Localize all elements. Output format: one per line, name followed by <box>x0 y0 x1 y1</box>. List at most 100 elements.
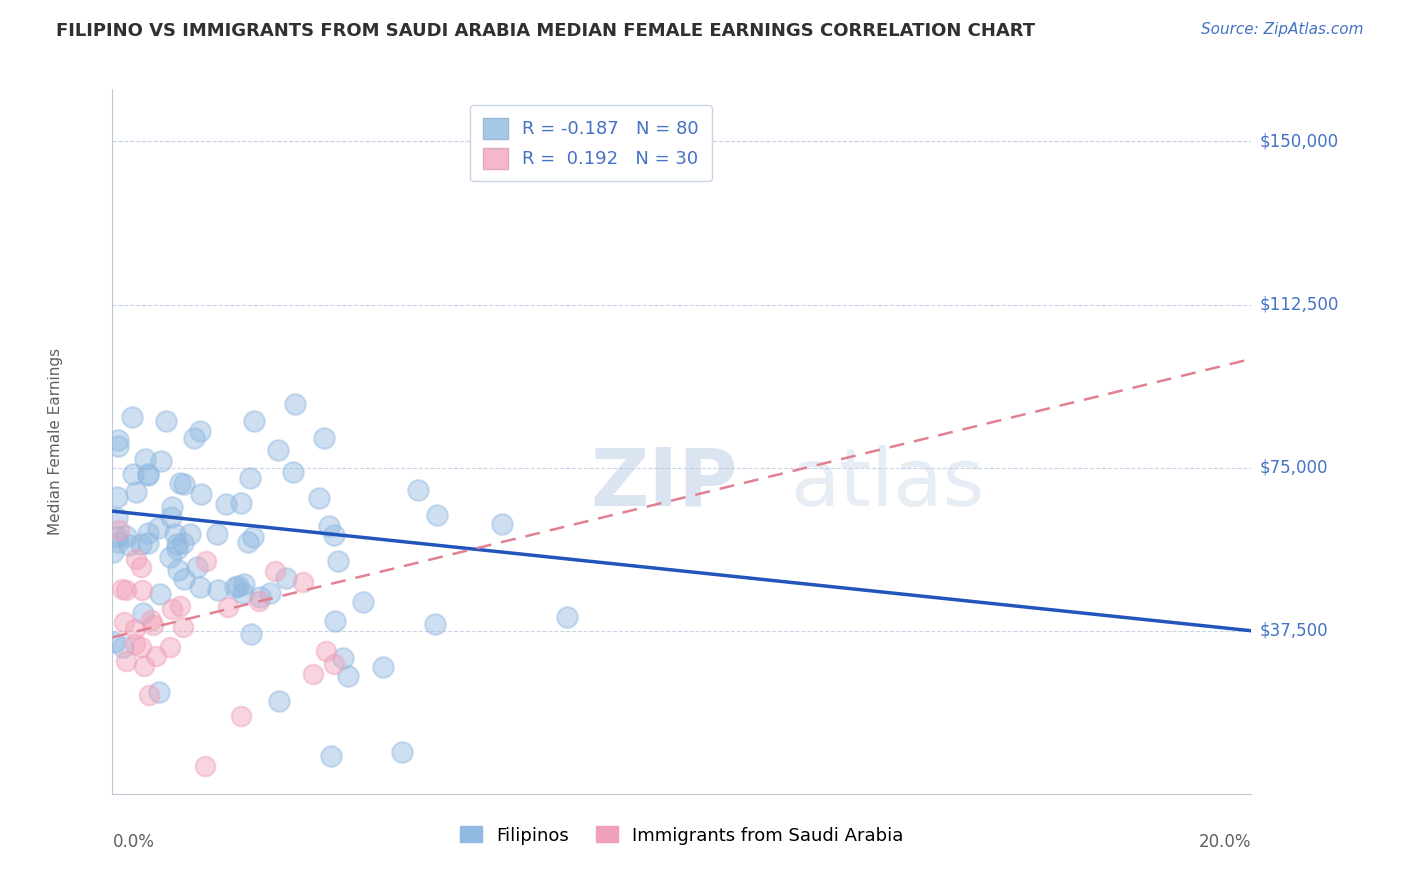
Point <box>352 595 374 609</box>
Point <box>308 491 330 506</box>
Point <box>139 613 162 627</box>
Point <box>232 577 254 591</box>
Point <box>249 591 271 605</box>
Point <box>112 640 135 655</box>
Point <box>115 583 138 598</box>
Point <box>103 635 125 649</box>
Text: $150,000: $150,000 <box>1260 132 1339 151</box>
Point <box>238 471 260 485</box>
Point <box>122 467 145 482</box>
Point <box>267 442 290 457</box>
Point <box>406 483 429 497</box>
Legend: R = -0.187   N = 80, R =  0.192   N = 30: R = -0.187 N = 80, R = 0.192 N = 30 <box>470 105 711 181</box>
Point <box>125 485 148 500</box>
Point <box>105 530 128 544</box>
Point <box>259 586 281 600</box>
Text: atlas: atlas <box>790 445 984 523</box>
Point <box>183 431 205 445</box>
Point <box>423 617 446 632</box>
Point <box>155 414 177 428</box>
Point <box>247 594 270 608</box>
Point <box>115 654 138 668</box>
Point <box>136 525 159 540</box>
Point <box>107 535 129 549</box>
Point <box>188 580 211 594</box>
Point <box>319 748 342 763</box>
Point <box>129 559 152 574</box>
Point <box>391 745 413 759</box>
Point <box>332 650 354 665</box>
Point <box>146 521 169 535</box>
Point <box>160 510 183 524</box>
Point <box>142 618 165 632</box>
Point <box>105 490 128 504</box>
Point <box>132 659 155 673</box>
Point <box>107 434 129 448</box>
Point <box>229 709 252 723</box>
Point <box>166 537 188 551</box>
Point <box>172 620 194 634</box>
Point <box>112 615 135 629</box>
Point <box>215 497 238 511</box>
Point <box>148 685 170 699</box>
Point <box>121 409 143 424</box>
Point <box>226 579 249 593</box>
Point <box>238 534 260 549</box>
Point <box>312 431 335 445</box>
Point <box>108 524 131 538</box>
Text: $112,500: $112,500 <box>1260 295 1339 313</box>
Point <box>149 454 172 468</box>
Point <box>136 467 159 482</box>
Point <box>149 586 172 600</box>
Point <box>190 487 212 501</box>
Text: ZIP: ZIP <box>591 445 738 523</box>
Point <box>194 759 217 773</box>
Point <box>172 536 194 550</box>
Point <box>243 414 266 428</box>
Point <box>242 531 264 545</box>
Text: $75,000: $75,000 <box>1260 458 1329 476</box>
Text: FILIPINO VS IMMIGRANTS FROM SAUDI ARABIA MEDIAN FEMALE EARNINGS CORRELATION CHAR: FILIPINO VS IMMIGRANTS FROM SAUDI ARABIA… <box>56 22 1035 40</box>
Point <box>281 465 304 479</box>
Point <box>186 560 208 574</box>
Point <box>229 496 252 510</box>
Point <box>118 538 141 552</box>
Point <box>138 688 160 702</box>
Point <box>240 627 263 641</box>
Point <box>263 564 285 578</box>
Point <box>165 527 187 541</box>
Point <box>162 500 184 514</box>
Text: Source: ZipAtlas.com: Source: ZipAtlas.com <box>1201 22 1364 37</box>
Point <box>371 660 394 674</box>
Text: 20.0%: 20.0% <box>1199 832 1251 851</box>
Point <box>315 644 337 658</box>
Point <box>103 545 125 559</box>
Point <box>125 552 148 566</box>
Point <box>131 537 153 551</box>
Point <box>322 657 344 671</box>
Point <box>188 424 211 438</box>
Point <box>491 516 513 531</box>
Point <box>274 571 297 585</box>
Point <box>292 574 315 589</box>
Point <box>302 666 325 681</box>
Point <box>318 519 340 533</box>
Point <box>555 610 578 624</box>
Text: Median Female Earnings: Median Female Earnings <box>48 348 63 535</box>
Point <box>328 554 350 568</box>
Point <box>136 536 159 550</box>
Point <box>145 649 167 664</box>
Point <box>224 580 246 594</box>
Point <box>195 554 218 568</box>
Point <box>217 600 239 615</box>
Point <box>232 586 254 600</box>
Point <box>134 451 156 466</box>
Point <box>115 529 138 543</box>
Point <box>110 582 132 596</box>
Point <box>169 475 191 490</box>
Point <box>284 397 307 411</box>
Point <box>166 541 188 556</box>
Point <box>337 669 360 683</box>
Point <box>105 511 128 525</box>
Point <box>159 640 181 655</box>
